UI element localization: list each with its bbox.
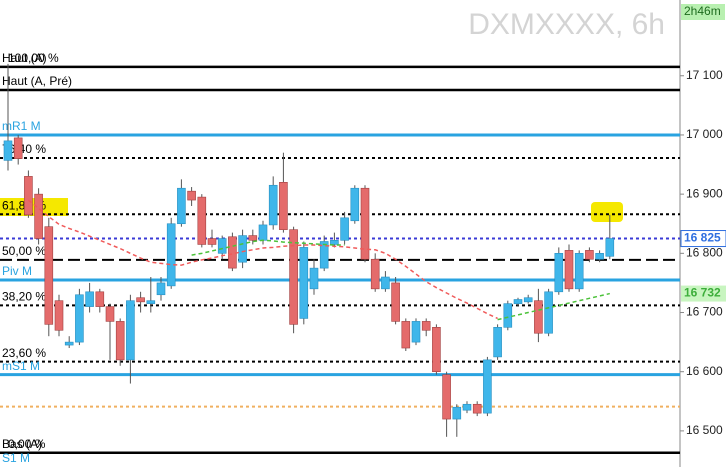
candle-body <box>299 247 309 319</box>
candle-body <box>217 238 227 254</box>
candle-body <box>85 291 94 307</box>
candle-body <box>462 403 472 411</box>
candle-body <box>340 217 349 241</box>
candle-body <box>401 321 411 349</box>
y-tick-label: 16 600 <box>686 364 723 378</box>
level-label: Bas (A) <box>2 437 42 451</box>
candle-body <box>595 253 604 260</box>
level-label: 76,40 % <box>2 142 46 156</box>
level-label: 23,60 % <box>2 346 46 360</box>
candle-body <box>360 187 370 260</box>
level-label: 0,00 % <box>8 437 46 451</box>
price-label-box <box>681 285 726 302</box>
candle-body <box>13 137 23 159</box>
candle-body <box>472 403 482 414</box>
highlight <box>591 202 623 222</box>
candle-body <box>115 321 125 361</box>
candle-body <box>605 238 615 257</box>
price-label: 16 732 <box>684 286 721 300</box>
candle-body <box>564 250 574 290</box>
candle-body <box>523 297 533 303</box>
candle-body <box>156 282 166 296</box>
candle-body <box>95 291 105 307</box>
y-tick-label: 16 900 <box>686 186 723 200</box>
candle-body <box>34 193 43 239</box>
candle-body <box>503 303 513 328</box>
moving-average <box>27 199 498 320</box>
candle-body <box>513 299 523 304</box>
level-label: mS1 M <box>2 359 40 373</box>
candle-body <box>493 327 502 358</box>
candle-body <box>421 321 431 331</box>
price-label: 16 825 <box>684 231 721 245</box>
candle-body <box>319 241 329 269</box>
y-tick-label: 17 000 <box>686 127 723 141</box>
candle-body <box>238 235 247 263</box>
candle-body <box>44 226 54 325</box>
timer-box <box>681 4 725 20</box>
level-label: Piv M <box>2 264 32 278</box>
watermark: DXMXXXX, 6h <box>468 8 665 41</box>
candle-body <box>105 306 115 322</box>
candle-body <box>289 229 298 325</box>
candle-body <box>330 240 339 245</box>
level-label: 38,20 % <box>2 290 46 304</box>
candle-body <box>452 406 462 420</box>
candle-body <box>574 253 584 290</box>
candle-body <box>350 187 360 222</box>
y-tick-label: 17 100 <box>686 68 723 82</box>
candle-body <box>187 190 196 201</box>
candle-body <box>207 238 217 245</box>
y-tick-label: 16 700 <box>686 305 723 319</box>
level-label: 100,00 % <box>8 51 59 65</box>
candle-body <box>309 267 319 290</box>
candle-body <box>197 196 207 245</box>
candle-body <box>544 291 553 334</box>
level-label: Haut (A) <box>2 51 47 65</box>
highlight <box>0 198 68 216</box>
moving-average <box>191 239 610 321</box>
candle-body <box>24 176 33 216</box>
candle-body <box>370 258 380 290</box>
y-tick-label: 16 500 <box>686 423 723 437</box>
candle-body <box>3 140 13 161</box>
timer: 2h46m <box>684 4 721 18</box>
level-label: Haut (A, Pré) <box>2 74 72 88</box>
candle-body <box>126 300 135 361</box>
candle-body <box>534 300 543 334</box>
candle-body <box>248 235 258 241</box>
candle-body <box>166 223 176 287</box>
candle-body <box>381 276 390 290</box>
candle-body <box>75 294 84 343</box>
level-label: S1 M <box>2 451 30 465</box>
level-label: 50,00 % <box>2 244 46 258</box>
price-label-box <box>680 230 726 248</box>
candle-body <box>442 374 451 420</box>
candle-body <box>136 297 145 303</box>
candle-body <box>483 359 492 414</box>
candle-body <box>554 253 564 293</box>
level-label: mR1 M <box>2 119 41 133</box>
candle-body <box>279 182 288 230</box>
candle-body <box>228 236 237 269</box>
candle-body <box>258 224 268 241</box>
candle-body <box>64 341 74 346</box>
candle-body <box>391 282 400 322</box>
y-tick-label: 16 800 <box>686 246 723 260</box>
candle-body <box>268 184 278 226</box>
candle-body <box>146 300 156 304</box>
candle-body <box>177 187 186 225</box>
candle-body <box>411 321 421 343</box>
candle-body <box>54 300 64 331</box>
candle-body <box>585 250 594 260</box>
candle-body <box>432 327 441 373</box>
